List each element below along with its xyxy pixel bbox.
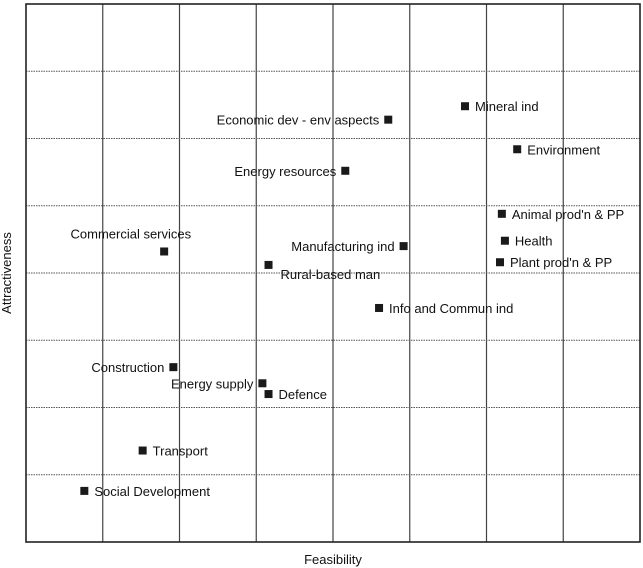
data-points: Mineral ind Economic dev - env aspects Env…	[71, 99, 625, 499]
data-point-label: Commercial services	[71, 226, 192, 241]
data-point-label: Health	[515, 234, 553, 249]
y-axis-label: Attractiveness	[0, 232, 14, 314]
data-point-label: Mineral ind	[475, 99, 539, 114]
data-point-marker	[160, 247, 169, 256]
data-point-marker	[500, 236, 509, 245]
data-point-marker	[461, 102, 470, 111]
data-point-label: Defence	[279, 387, 327, 402]
data-point-marker	[80, 486, 89, 495]
data-point-label: Construction	[91, 360, 164, 375]
data-point-marker	[258, 379, 267, 388]
grid-lines	[26, 4, 640, 542]
data-point-marker	[497, 209, 506, 218]
data-point-label: Info and Commun ind	[389, 301, 513, 316]
data-point-marker	[496, 258, 505, 267]
data-point-marker	[138, 446, 147, 455]
data-point-marker	[264, 260, 273, 269]
data-point-label: Animal prod'n & PP	[512, 207, 624, 222]
data-point-marker	[341, 166, 350, 175]
data-point-label: Social Development	[94, 484, 210, 499]
data-point-label: Rural-based man	[281, 267, 381, 282]
data-point-label: Manufacturing ind	[291, 239, 394, 254]
data-point-marker	[384, 115, 393, 124]
x-axis-label: Feasibility	[304, 552, 362, 567]
plot-frame	[25, 3, 641, 543]
data-point-marker	[375, 303, 384, 312]
data-point-marker	[513, 145, 522, 154]
data-point-marker	[399, 242, 408, 251]
data-point-label: Energy resources	[234, 164, 336, 179]
data-point-label: Environment	[527, 142, 600, 157]
data-point-label: Energy supply	[171, 376, 254, 391]
data-point-label: Plant prod'n & PP	[510, 255, 612, 270]
data-point-marker	[264, 390, 273, 399]
data-point-label: Economic dev - env aspects	[217, 113, 380, 128]
data-point-marker	[169, 363, 178, 372]
data-point-label: Transport	[153, 444, 209, 459]
